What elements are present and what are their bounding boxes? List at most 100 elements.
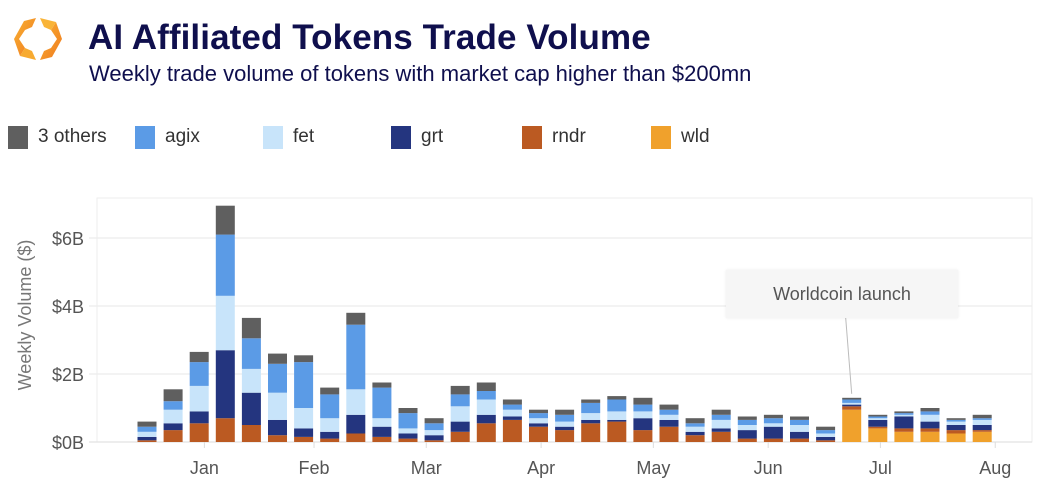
bar-segment-grt[interactable] xyxy=(972,425,992,431)
bar-segment-rndr[interactable] xyxy=(320,438,340,442)
legend-item-grt[interactable]: grt xyxy=(391,124,443,150)
bar-segment-fet[interactable] xyxy=(894,414,914,417)
bar-segment-agix[interactable] xyxy=(790,419,809,425)
bar-stack-week-6[interactable] xyxy=(268,353,287,442)
bar-segment-rndr[interactable] xyxy=(685,435,705,442)
bar-segment-agix[interactable] xyxy=(215,234,235,296)
bar-stack-week-10[interactable] xyxy=(372,382,392,443)
legend-item-rndr[interactable]: rndr xyxy=(522,124,586,150)
bar-segment-grt[interactable] xyxy=(842,404,862,407)
bar-segment-fet[interactable] xyxy=(294,408,314,429)
bar-segment-agix[interactable] xyxy=(868,416,888,419)
bar-stack-week-11[interactable] xyxy=(398,408,418,442)
bar-segment-grt[interactable] xyxy=(163,423,183,431)
bar-segment-rndr[interactable] xyxy=(268,435,287,442)
bar-stack-week-32[interactable] xyxy=(946,418,966,442)
bar-segment-fet[interactable] xyxy=(450,406,470,422)
bar-segment-fet[interactable] xyxy=(868,418,888,420)
bar-segment-fet[interactable] xyxy=(790,425,809,432)
bar-segment-others[interactable] xyxy=(268,353,287,364)
bar-segment-others[interactable] xyxy=(320,387,340,395)
bar-segment-agix[interactable] xyxy=(529,413,548,419)
bar-stack-week-7[interactable] xyxy=(294,355,314,442)
bar-segment-others[interactable] xyxy=(816,426,836,431)
bar-stack-week-19[interactable] xyxy=(607,396,627,442)
legend-item-wld[interactable]: wld xyxy=(651,124,710,150)
legend-item-agix[interactable]: agix xyxy=(135,124,200,150)
bar-segment-others[interactable] xyxy=(737,416,757,420)
bar-segment-others[interactable] xyxy=(476,382,496,392)
bar-segment-agix[interactable] xyxy=(320,394,340,419)
bar-segment-others[interactable] xyxy=(790,416,809,420)
bar-segment-grt[interactable] xyxy=(607,419,627,422)
bar-segment-rndr[interactable] xyxy=(372,436,392,442)
bar-segment-others[interactable] xyxy=(163,389,183,402)
bar-stack-week-4[interactable] xyxy=(215,205,235,442)
bar-segment-grt[interactable] xyxy=(215,350,235,419)
bar-segment-agix[interactable] xyxy=(163,401,183,410)
bar-segment-wld[interactable] xyxy=(972,431,992,442)
bar-stack-week-18[interactable] xyxy=(581,399,601,443)
bar-stack-week-28[interactable] xyxy=(842,397,862,442)
bar-segment-others[interactable] xyxy=(372,382,392,388)
bar-stack-week-31[interactable] xyxy=(920,408,940,442)
bar-segment-agix[interactable] xyxy=(763,418,783,424)
bar-segment-agix[interactable] xyxy=(894,413,914,415)
bar-segment-rndr[interactable] xyxy=(581,423,601,442)
bar-segment-grt[interactable] xyxy=(424,435,444,441)
bar-segment-grt[interactable] xyxy=(502,416,522,420)
bar-segment-others[interactable] xyxy=(868,414,888,417)
bar-segment-agix[interactable] xyxy=(502,404,522,410)
bar-segment-wld[interactable] xyxy=(894,431,914,442)
bar-segment-grt[interactable] xyxy=(633,418,653,431)
bar-segment-others[interactable] xyxy=(607,396,627,400)
bar-segment-rndr[interactable] xyxy=(189,423,209,442)
bar-segment-agix[interactable] xyxy=(294,362,314,408)
bar-segment-rndr[interactable] xyxy=(894,428,914,432)
bar-stack-week-29[interactable] xyxy=(868,414,888,442)
bar-segment-grt[interactable] xyxy=(189,411,209,424)
bar-segment-rndr[interactable] xyxy=(450,431,470,442)
bar-segment-fet[interactable] xyxy=(320,418,340,432)
bar-segment-agix[interactable] xyxy=(189,362,209,386)
bar-segment-others[interactable] xyxy=(215,205,235,235)
bar-segment-grt[interactable] xyxy=(790,431,809,439)
bar-segment-rndr[interactable] xyxy=(424,440,444,442)
bar-segment-grt[interactable] xyxy=(711,428,731,432)
legend-item-others[interactable]: 3 others xyxy=(8,124,107,150)
bar-segment-others[interactable] xyxy=(529,409,548,414)
bar-segment-rndr[interactable] xyxy=(137,440,157,442)
bar-segment-others[interactable] xyxy=(972,414,992,419)
bar-segment-others[interactable] xyxy=(946,418,966,420)
bar-segment-fet[interactable] xyxy=(607,411,627,420)
bar-segment-fet[interactable] xyxy=(398,428,418,434)
bar-segment-grt[interactable] xyxy=(294,428,314,437)
bar-segment-fet[interactable] xyxy=(241,368,261,393)
bar-segment-others[interactable] xyxy=(633,397,653,405)
bar-stack-week-25[interactable] xyxy=(763,414,783,442)
bar-segment-agix[interactable] xyxy=(346,324,366,390)
bar-segment-others[interactable] xyxy=(346,312,366,325)
bar-stack-week-13[interactable] xyxy=(450,385,470,442)
bar-stack-week-15[interactable] xyxy=(502,399,522,443)
bar-segment-fet[interactable] xyxy=(372,418,392,427)
bar-segment-others[interactable] xyxy=(581,399,601,403)
bar-segment-agix[interactable] xyxy=(633,404,653,412)
legend-item-fet[interactable]: fet xyxy=(263,124,314,150)
bar-segment-grt[interactable] xyxy=(346,414,366,434)
bar-segment-agix[interactable] xyxy=(450,394,470,407)
bar-segment-agix[interactable] xyxy=(424,423,444,431)
bar-segment-grt[interactable] xyxy=(868,419,888,427)
bar-segment-rndr[interactable] xyxy=(946,430,966,434)
bar-segment-grt[interactable] xyxy=(737,430,757,439)
bar-segment-agix[interactable] xyxy=(398,413,418,429)
bar-segment-fet[interactable] xyxy=(424,430,444,436)
bar-segment-rndr[interactable] xyxy=(163,430,183,442)
bar-segment-rndr[interactable] xyxy=(711,431,731,442)
bar-segment-rndr[interactable] xyxy=(816,440,836,442)
bar-segment-fet[interactable] xyxy=(555,421,575,427)
bar-segment-agix[interactable] xyxy=(581,402,601,414)
bar-segment-agix[interactable] xyxy=(816,430,836,434)
bar-stack-week-21[interactable] xyxy=(659,404,679,442)
bar-stack-week-14[interactable] xyxy=(476,382,496,443)
